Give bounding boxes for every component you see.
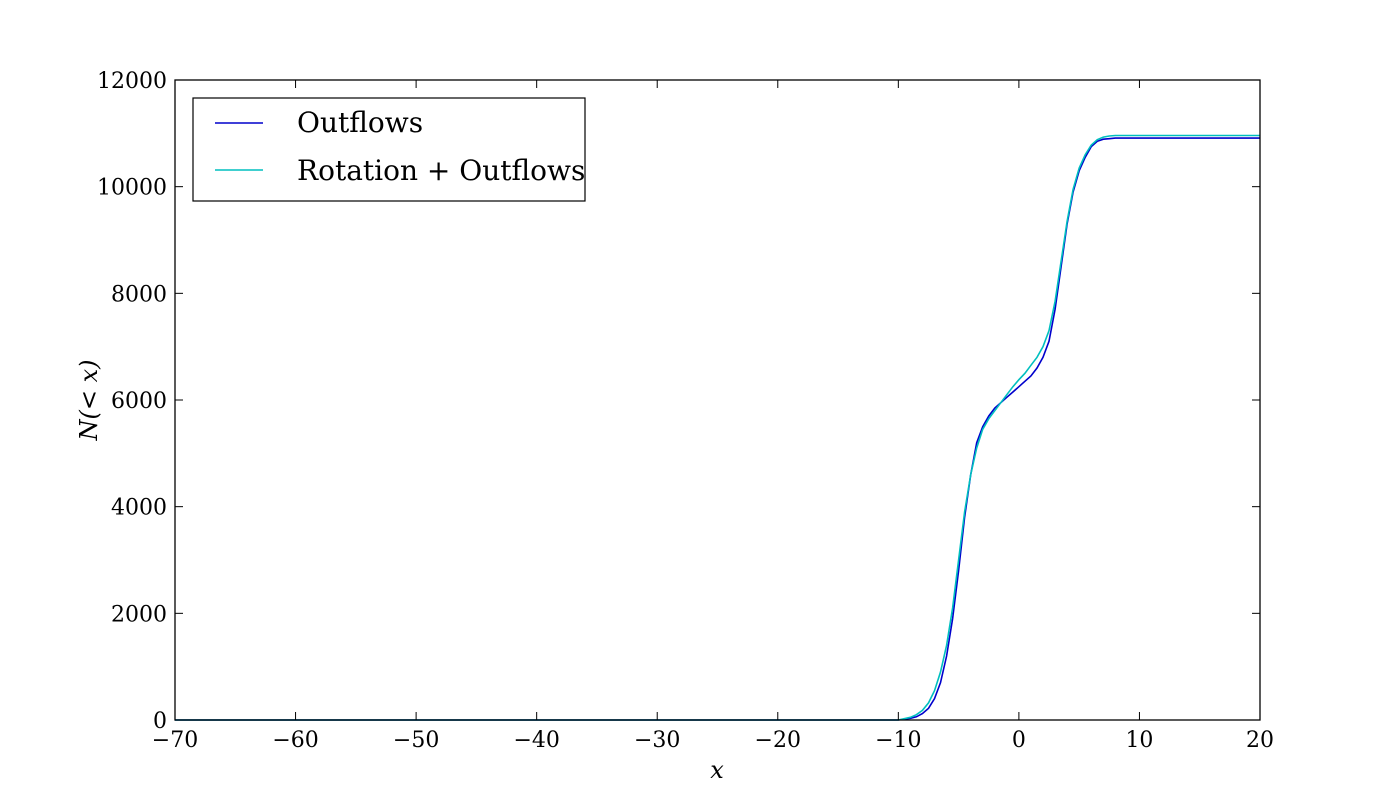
legend: Outflows Rotation + Outflows bbox=[192, 97, 586, 202]
y-tick-label: 8000 bbox=[111, 282, 167, 307]
x-tick-label: −10 bbox=[875, 728, 921, 753]
x-tick-label: −20 bbox=[755, 728, 801, 753]
legend-label-rotation-outflows: Rotation + Outflows bbox=[297, 154, 585, 187]
series-line-outflows bbox=[175, 137, 1260, 721]
x-tick-label: −70 bbox=[152, 728, 198, 753]
x-tick-label: −30 bbox=[634, 728, 680, 753]
y-tick-label: 6000 bbox=[111, 389, 167, 414]
y-tick-label: 12000 bbox=[97, 69, 167, 94]
y-axis-label: N(< x) bbox=[75, 360, 103, 442]
legend-label-outflows: Outflows bbox=[297, 106, 423, 139]
y-tick-label: 10000 bbox=[97, 176, 167, 201]
y-tick-label: 4000 bbox=[111, 496, 167, 521]
x-tick-label: −40 bbox=[513, 728, 559, 753]
x-axis-label: x bbox=[710, 756, 724, 784]
ticks-layer: −70 −60 −50 −40 −30 −20 −10 0 10 20 0 2000 4000 6000 8… bbox=[97, 69, 1274, 753]
x-tick-label: 10 bbox=[1125, 728, 1153, 753]
series-layer bbox=[175, 134, 1260, 721]
x-tick-label: 20 bbox=[1246, 728, 1274, 753]
y-tick-label: 2000 bbox=[111, 602, 167, 627]
x-tick-label: −60 bbox=[272, 728, 318, 753]
x-tick-label: −50 bbox=[393, 728, 439, 753]
legend-box bbox=[192, 97, 586, 202]
series-line-rotation-outflows bbox=[175, 134, 1260, 721]
y-tick-label: 0 bbox=[153, 709, 167, 734]
x-tick-label: 0 bbox=[1012, 728, 1026, 753]
